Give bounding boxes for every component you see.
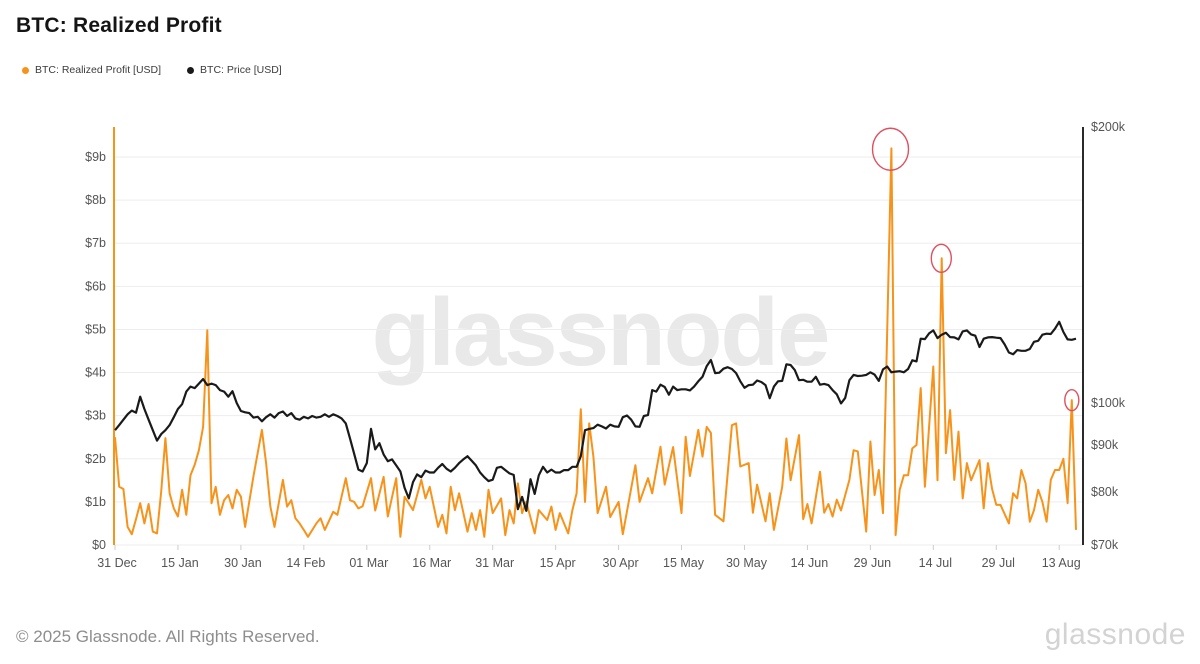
left-axis-label: $5b (85, 322, 106, 336)
legend-label-price: BTC: Price [USD] (200, 64, 282, 76)
x-axis-label: 29 Jul (982, 556, 1015, 570)
price-dot-icon (187, 66, 195, 74)
x-axis-label: 30 Jan (224, 556, 262, 570)
x-axis-label: 31 Mar (475, 556, 514, 570)
chart-legend: BTC: Realized Profit [USD] BTC: Price [U… (22, 64, 282, 76)
x-axis-label: 14 Jul (919, 556, 952, 570)
annotation-circle (1064, 388, 1080, 412)
legend-item-price[interactable]: BTC: Price [USD] (187, 64, 282, 76)
legend-item-realized-profit[interactable]: BTC: Realized Profit [USD] (22, 64, 161, 76)
left-axis-label: $9b (85, 150, 106, 164)
chart-canvas[interactable]: glassnode $0 $1b $2b $3b $4b $5b $6b $7b $8b $9b $7… (0, 0, 1200, 600)
page-title: BTC: Realized Profit (16, 14, 222, 37)
left-axis-label: $6b (85, 279, 106, 293)
x-axis-label: 14 Jun (791, 556, 829, 570)
left-axis-label: $7b (85, 236, 106, 250)
right-axis-label: $80k (1091, 485, 1119, 499)
x-axis-label: 15 May (663, 556, 705, 570)
right-axis-label: $90k (1091, 438, 1119, 452)
left-axis-label: $8b (85, 193, 106, 207)
x-axis-label: 01 Mar (349, 556, 388, 570)
page-footer: © 2025 Glassnode. All Rights Reserved. g… (0, 600, 1200, 664)
realized-profit-dot-icon (22, 66, 29, 74)
left-axis-label: $1b (85, 495, 106, 509)
annotation-circle (871, 127, 910, 171)
glassnode-logo: glassnode (1044, 618, 1186, 651)
watermark-text: glassnode (372, 279, 829, 386)
right-axis-label: $70k (1091, 538, 1119, 552)
right-axis-label: $200k (1091, 120, 1126, 134)
legend-label-realized-profit: BTC: Realized Profit [USD] (35, 64, 162, 76)
x-axis-label: 15 Jan (161, 556, 199, 570)
x-axis-label: 29 Jun (854, 556, 892, 570)
x-axis-label: 31 Dec (97, 556, 137, 570)
realized-profit-line (114, 147, 1077, 538)
left-axis-label: $2b (85, 452, 106, 466)
left-axis-label: $0 (92, 538, 106, 552)
copyright-text: © 2025 Glassnode. All Rights Reserved. (16, 627, 320, 646)
x-axis-label: 30 Apr (603, 556, 639, 570)
x-axis-label: 16 Mar (412, 556, 451, 570)
x-axis-label: 14 Feb (286, 556, 325, 570)
left-axis-label: $3b (85, 409, 106, 423)
right-axis-label: $100k (1091, 396, 1126, 410)
price-line (114, 320, 1077, 512)
annotation-circle (930, 243, 952, 274)
x-axis-label: 15 Apr (540, 556, 576, 570)
x-axis-label: 13 Aug (1042, 556, 1081, 570)
x-axis-label: 30 May (726, 556, 768, 570)
left-axis-label: $4b (85, 366, 106, 380)
